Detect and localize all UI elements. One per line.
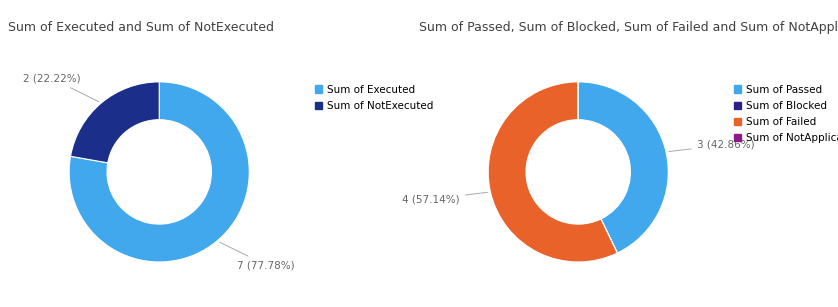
Text: 4 (57.14%): 4 (57.14%) bbox=[402, 192, 488, 204]
Wedge shape bbox=[578, 82, 668, 253]
Wedge shape bbox=[601, 219, 618, 253]
Text: 3 (42.86%): 3 (42.86%) bbox=[669, 140, 754, 152]
Wedge shape bbox=[70, 82, 159, 163]
Text: Sum of Passed, Sum of Blocked, Sum of Failed and Sum of NotApplicable: Sum of Passed, Sum of Blocked, Sum of Fa… bbox=[419, 21, 838, 34]
Wedge shape bbox=[489, 82, 618, 262]
Legend: Sum of Passed, Sum of Blocked, Sum of Failed, Sum of NotApplicable: Sum of Passed, Sum of Blocked, Sum of Fa… bbox=[732, 83, 838, 146]
Legend: Sum of Executed, Sum of NotExecuted: Sum of Executed, Sum of NotExecuted bbox=[313, 83, 435, 113]
Wedge shape bbox=[70, 82, 249, 262]
Text: Sum of Executed and Sum of NotExecuted: Sum of Executed and Sum of NotExecuted bbox=[8, 21, 274, 34]
Text: 2 (22.22%): 2 (22.22%) bbox=[23, 74, 99, 102]
Text: 7 (77.78%): 7 (77.78%) bbox=[220, 242, 295, 270]
